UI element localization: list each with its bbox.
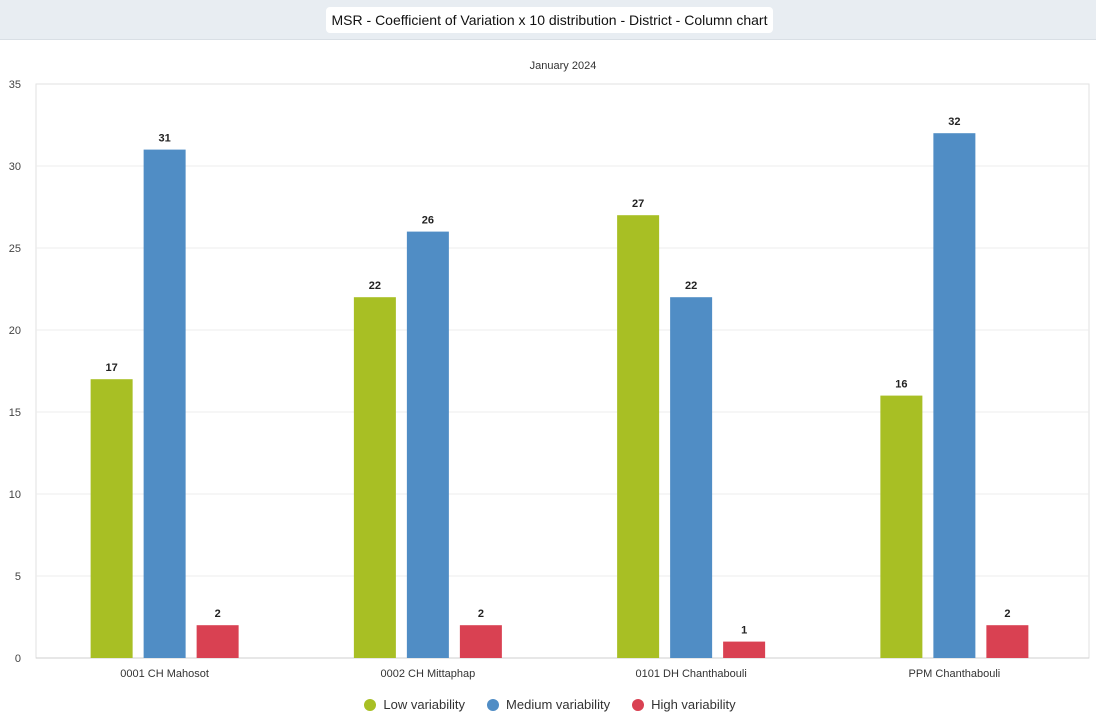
data-label: 2	[478, 608, 484, 620]
bar	[406, 231, 449, 658]
x-tick-label: 0002 CH Mittaphap	[380, 668, 475, 680]
legend-item-medium[interactable]: Medium variability	[487, 697, 610, 712]
y-tick-label: 20	[9, 325, 21, 337]
bar	[353, 297, 396, 658]
data-label: 1	[741, 625, 747, 637]
data-label: 32	[948, 116, 960, 128]
bar	[459, 625, 502, 658]
bar	[617, 215, 660, 658]
legend: Low variability Medium variability High …	[0, 697, 1096, 712]
data-label: 22	[369, 280, 381, 292]
y-tick-label: 0	[15, 653, 21, 665]
bar	[143, 149, 186, 658]
bar	[723, 641, 766, 658]
bar	[196, 625, 239, 658]
y-tick-label: 15	[9, 407, 21, 419]
legend-item-high[interactable]: High variability	[632, 697, 736, 712]
title-bar: MSR - Coefficient of Variation x 10 dist…	[0, 0, 1096, 40]
y-tick-label: 30	[9, 161, 21, 173]
bar	[933, 133, 976, 658]
bar	[670, 297, 713, 658]
x-tick-label: 0101 DH Chanthabouli	[635, 668, 746, 680]
bar	[880, 395, 923, 658]
legend-label-low: Low variability	[383, 697, 466, 712]
y-tick-label: 35	[9, 79, 21, 91]
data-label: 31	[159, 133, 171, 145]
legend-label-medium: Medium variability	[506, 697, 611, 712]
chart-title: MSR - Coefficient of Variation x 10 dist…	[326, 7, 773, 33]
x-tick-label: 0001 CH Mahosot	[120, 668, 209, 680]
bar	[986, 625, 1029, 658]
data-label: 22	[685, 280, 697, 292]
data-label: 26	[422, 215, 434, 227]
legend-item-low[interactable]: Low variability	[364, 697, 465, 712]
data-label: 2	[1004, 608, 1010, 620]
data-label: 16	[895, 379, 907, 391]
legend-swatch-high	[632, 698, 645, 711]
legend-swatch-medium	[487, 698, 500, 711]
data-label: 27	[632, 198, 644, 210]
legend-label-high: High variability	[651, 697, 736, 712]
y-tick-label: 5	[15, 571, 21, 583]
plot-frame	[35, 83, 1090, 659]
data-label: 2	[215, 608, 221, 620]
y-tick-label: 25	[9, 243, 21, 255]
x-tick-label: PPM Chanthabouli	[909, 668, 1001, 680]
bar	[90, 379, 133, 658]
chart-subtitle: January 2024	[529, 60, 597, 72]
legend-swatch-low	[364, 698, 377, 711]
data-label: 17	[106, 362, 118, 374]
y-tick-label: 10	[9, 489, 21, 501]
